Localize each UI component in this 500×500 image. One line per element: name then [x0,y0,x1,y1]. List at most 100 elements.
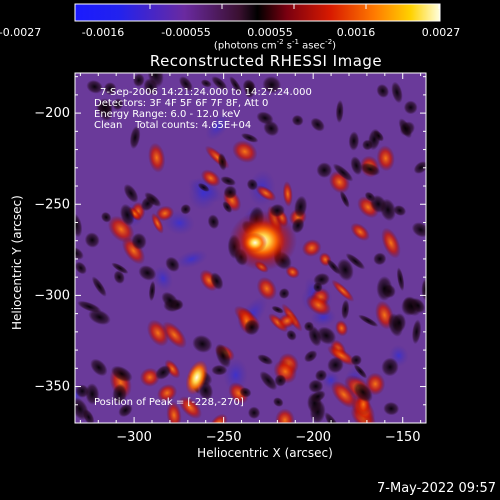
heatmap-blob [95,98,114,116]
heatmap-blob [327,345,357,366]
heatmap-blob [353,364,368,379]
heatmap-blob [205,113,231,141]
heatmap-blob [413,161,426,174]
heatmap-blob [339,190,350,208]
heatmap-blob [335,320,349,337]
x-tick-label: −200 [295,430,331,445]
heatmap-blob [410,297,426,314]
heatmap-blob [350,156,363,176]
heatmap-blob [240,133,259,143]
heatmap-blob [111,262,129,274]
heatmap-blob [314,369,328,382]
colorbar [74,3,441,22]
heatmap-blob [118,403,133,418]
heatmap-blob [360,162,381,176]
heatmap-blob [161,291,179,309]
heatmap-blob [403,100,418,115]
heatmap-blob [310,390,326,403]
heatmap-blob [393,205,407,216]
plot-frame [74,72,427,424]
annotation-time-range: 7-Sep-2006 14:21:24.000 to 14:27:24.000 [100,87,312,98]
heatmap-blob [327,356,344,374]
heatmap-blob [291,217,305,234]
colorbar-unit: (photons cm-2 s-1 asec-2) [213,38,337,52]
y-tick-label: −350 [34,380,70,395]
heatmap-blob [211,76,228,91]
annotation-energy: Energy Range: 6.0 - 12.0 keV [94,109,241,120]
heatmap-blob [326,258,341,275]
heatmap-blob [308,325,322,347]
heatmap-blob [277,313,297,329]
colorbar-gradient [74,3,441,22]
heatmap-blob [373,252,387,266]
heatmap-blob [275,408,295,423]
heatmap-blob [381,227,401,259]
heatmap-blob [210,272,224,290]
heatmap-blob [239,387,252,398]
annotation-clean: Clean Total counts: 4.65E+04 [94,120,252,131]
colorbar-tick-label: -0.0027 [0,26,42,39]
heatmap-blob [185,360,209,395]
heatmap-blob [232,140,258,163]
x-tick-label: −150 [385,430,421,445]
x-tick-label: −250 [206,430,242,445]
heatmap-blob [335,99,344,124]
heatmap-blob [217,152,227,171]
heatmap-blob [157,383,178,403]
heatmap-blob [229,76,242,94]
heatmap-blob [207,214,220,230]
heatmap-blob [223,358,249,392]
heatmap-blob [123,183,139,203]
heatmap-blob [398,118,412,139]
heatmap-blob [301,239,322,257]
heatmap-blob [243,232,268,253]
heatmap-blob [138,265,157,281]
heatmap-blob [244,80,256,99]
heatmap-image [75,73,426,423]
annotation-detectors: Detectors: 3F 4F 5F 6F 7F 8F, Att 0 [94,98,269,109]
heatmap-blob [86,79,103,94]
heatmap-blob [274,374,287,387]
heatmap-blob [392,313,407,333]
x-tick-label: −300 [116,430,152,445]
colorbar-tick-label: 0.00055 [247,26,293,39]
heatmap-blob [75,246,84,260]
heatmap-blob [376,276,393,301]
heatmap-blob [147,73,164,88]
heatmap-blob [200,169,221,187]
heatmap-blob [180,204,191,215]
heatmap-blob [383,401,400,416]
heatmap-blob [331,279,355,302]
heatmap-blob [75,261,87,275]
heatmap-blob [246,178,258,191]
heatmap-blob [223,185,237,200]
heatmap-blob [341,299,350,320]
heatmap-blob [304,350,318,363]
y-tick-label: −300 [34,288,70,303]
heatmap-blob [259,371,278,391]
colorbar-tick-label: 0.0016 [336,26,376,39]
heatmap-blob [148,142,166,173]
heatmap-blob [376,84,390,98]
footer-timestamp: 7-May-2022 09:57 [377,481,496,496]
heatmap-blob [263,120,280,137]
heatmap-blob [411,222,426,238]
heatmap-blob [112,383,128,405]
heatmap-blob [396,267,405,292]
heatmap-blob [129,125,141,150]
y-tick-label: −250 [34,197,70,212]
heatmap-blob [211,364,228,376]
heatmap-blob [310,117,325,132]
annotation-peak-position: Position of Peak = [-228,-270] [94,397,244,408]
heatmap-blob [148,280,156,302]
y-tick-label: −200 [34,106,70,121]
heatmap-blob [121,237,146,265]
heatmap-blob [350,222,370,241]
heatmap-blob [110,365,133,383]
heatmap-blob [84,232,100,248]
heatmap-blob [303,321,314,332]
heatmap-blob [146,319,169,347]
heatmap-blob [376,145,395,172]
heatmap-blob [131,232,147,250]
heatmap-blob [373,130,384,142]
